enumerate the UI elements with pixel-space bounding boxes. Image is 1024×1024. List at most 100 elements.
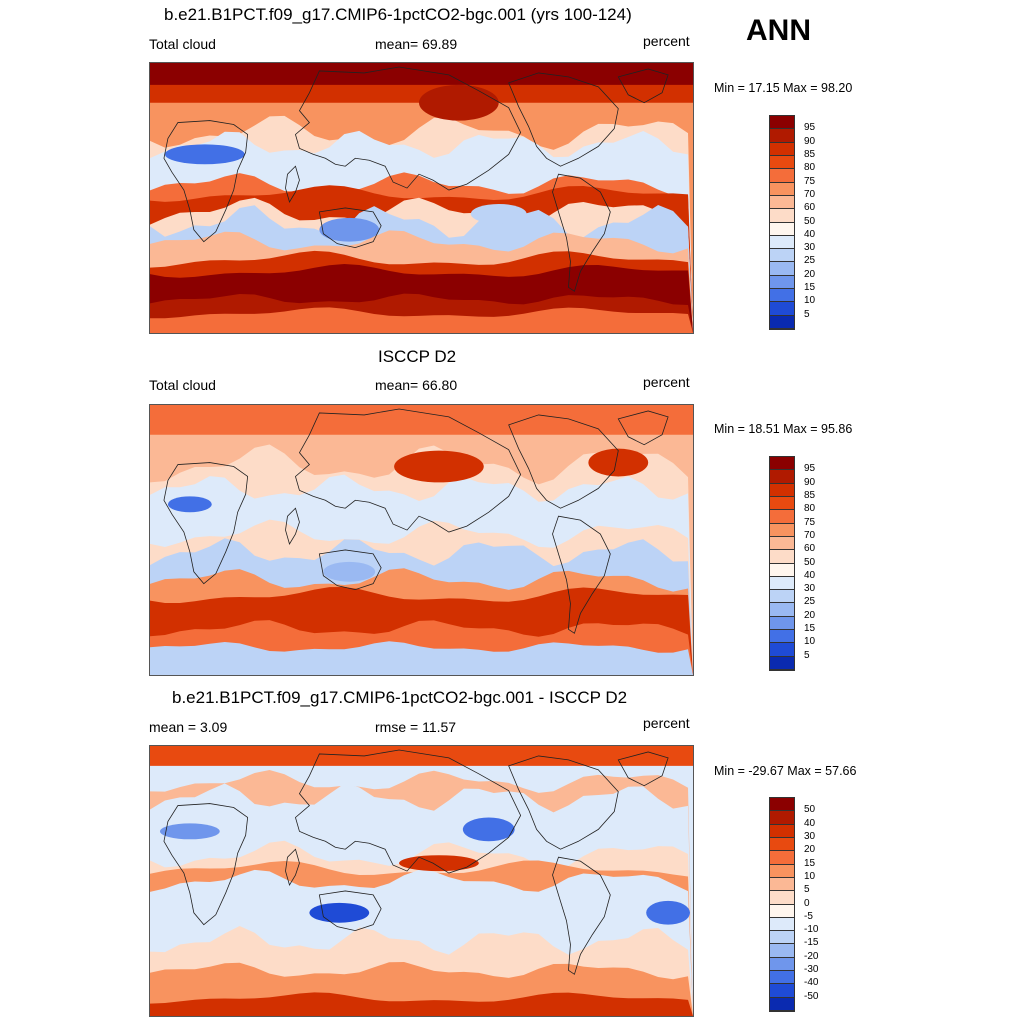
panel2-colorbar	[769, 456, 795, 671]
colorbar-tick-label: 85	[804, 148, 816, 160]
panel2-title: ISCCP D2	[378, 347, 457, 366]
colorbar-swatch	[770, 851, 794, 865]
panel2-map	[149, 404, 694, 676]
coastline	[617, 751, 669, 787]
colorbar-swatch	[770, 616, 794, 631]
coastline	[508, 755, 619, 850]
contour-band	[164, 144, 245, 165]
colorbar-tick-label: -40	[804, 977, 819, 989]
colorbar-tick-label: -15	[804, 937, 819, 949]
contour-band	[167, 496, 212, 513]
colorbar-swatch	[770, 656, 794, 670]
colorbar-tick-label: 25	[804, 255, 816, 267]
colorbar-tick-label: 95	[804, 122, 816, 134]
colorbar-swatch	[770, 222, 794, 236]
colorbar-swatch	[770, 457, 794, 471]
colorbar-tick-label: 40	[804, 569, 816, 581]
colorbar-swatch	[770, 563, 794, 577]
coastline	[285, 848, 300, 886]
coastline	[617, 68, 669, 104]
colorbar-swatch	[770, 169, 794, 183]
colorbar-tick-label: -50	[804, 990, 819, 1002]
colorbar-tick-label: 60	[804, 543, 816, 555]
colorbar-swatch	[770, 129, 794, 143]
coastline	[295, 66, 522, 191]
contour-band	[646, 900, 691, 925]
colorbar-swatch	[770, 798, 794, 812]
colorbar-tick-label: 75	[804, 516, 816, 528]
colorbar-swatch	[770, 824, 794, 838]
colorbar-tick-label: 30	[804, 830, 816, 842]
contour-field	[150, 63, 693, 333]
colorbar-swatch	[770, 182, 794, 196]
colorbar-tick-label: 10	[804, 295, 816, 307]
coastline	[508, 414, 619, 509]
colorbar-swatch	[770, 864, 794, 878]
colorbar-tick-label: 30	[804, 583, 816, 595]
colorbar-tick-label: 40	[804, 817, 816, 829]
coastline	[318, 549, 382, 591]
panel2-minmax: Min = 18.51 Max = 95.86	[714, 422, 853, 436]
colorbar-tick-label: 10	[804, 636, 816, 648]
contour-band	[319, 217, 380, 242]
colorbar-swatch	[770, 155, 794, 170]
coastline	[163, 462, 249, 585]
colorbar-tick-label: 20	[804, 268, 816, 280]
contour-band	[150, 307, 693, 333]
contour-band	[470, 203, 527, 224]
colorbar-tick-label: 5	[804, 649, 810, 661]
colorbar-swatch	[770, 891, 794, 905]
colorbar-tick-label: 15	[804, 623, 816, 635]
contour-band	[159, 823, 220, 840]
contour-field	[150, 405, 693, 675]
colorbar-tick-label: 80	[804, 503, 816, 515]
colorbar-swatch	[770, 315, 794, 329]
colorbar-swatch	[770, 116, 794, 130]
contour-field	[150, 746, 693, 1016]
coastline	[552, 173, 611, 292]
colorbar-tick-label: 75	[804, 175, 816, 187]
colorbar-swatch	[770, 470, 794, 484]
colorbar-tick-label: 70	[804, 188, 816, 200]
colorbar-tick-label: 40	[804, 228, 816, 240]
colorbar-tick-label: 5	[804, 308, 810, 320]
colorbar-tick-label: 90	[804, 135, 816, 147]
coastline	[285, 165, 300, 203]
panel1-map	[149, 62, 694, 334]
colorbar-swatch	[770, 289, 794, 303]
colorbar-swatch	[770, 643, 794, 657]
panel3-minmax: Min = -29.67 Max = 57.66	[714, 764, 857, 778]
colorbar-swatch	[770, 971, 794, 985]
colorbar-swatch	[770, 997, 794, 1011]
colorbar-tick-label: 15	[804, 857, 816, 869]
coastline	[318, 890, 382, 932]
colorbar-tick-label: 60	[804, 202, 816, 214]
panel2-units-label: percent	[643, 374, 690, 390]
colorbar-swatch	[770, 877, 794, 892]
contour-band	[309, 902, 370, 923]
contour-band	[150, 746, 693, 766]
colorbar-swatch	[770, 496, 794, 511]
colorbar-tick-label: 80	[804, 162, 816, 174]
colorbar-swatch	[770, 209, 794, 223]
colorbar-swatch	[770, 630, 794, 644]
colorbar-tick-label: 95	[804, 463, 816, 475]
colorbar-tick-label: -5	[804, 910, 813, 922]
colorbar-tick-label: 10	[804, 870, 816, 882]
colorbar-swatch	[770, 917, 794, 932]
contour-band	[150, 641, 693, 675]
colorbar-tick-label: 20	[804, 609, 816, 621]
colorbar-swatch	[770, 142, 794, 156]
contour-band	[150, 63, 693, 85]
contour-band	[588, 448, 649, 477]
panel3-mean-label: mean = 3.09	[149, 719, 228, 735]
contour-band	[419, 84, 499, 121]
coastline	[617, 410, 669, 446]
panel3-map	[149, 745, 694, 1017]
colorbar-swatch	[770, 590, 794, 604]
panel2-variable-label: Total cloud	[149, 377, 216, 393]
coastline	[285, 507, 300, 545]
colorbar-tick-label: 30	[804, 242, 816, 254]
coastline	[295, 408, 522, 533]
coastline	[552, 515, 611, 634]
